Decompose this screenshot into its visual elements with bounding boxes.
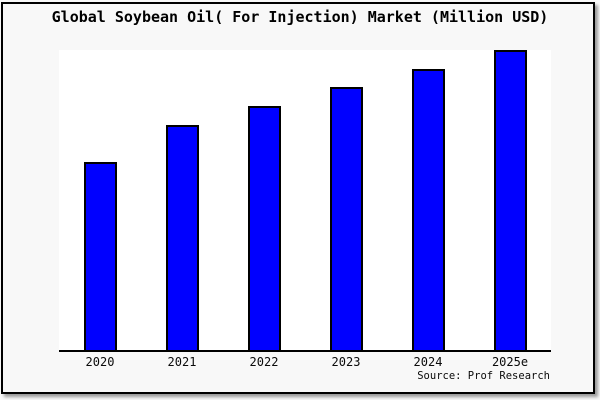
bar-2020 [83, 162, 117, 350]
bar-2023 [329, 87, 363, 350]
x-tick-label-2025e: 2025e [491, 355, 529, 369]
bar-slot-2023 [305, 50, 387, 350]
x-tick-label-2021: 2021 [167, 355, 197, 369]
bar-2022 [247, 106, 281, 350]
bar-2025e [493, 50, 527, 350]
x-tick-label-2020: 2020 [85, 355, 115, 369]
bar-slot-2025e [469, 50, 551, 350]
plot-area [59, 50, 551, 352]
bar-2021 [165, 125, 199, 350]
x-tick-label-2024: 2024 [413, 355, 443, 369]
x-tick-label-2022: 2022 [249, 355, 279, 369]
x-tick-label-2023: 2023 [331, 355, 361, 369]
source-caption: Source: Prof Research [417, 370, 550, 382]
bar-slot-2024 [387, 50, 469, 350]
bar-slot-2021 [141, 50, 223, 350]
x-axis-labels: 2020 2021 2022 2023 2024 2025e [59, 355, 551, 369]
bar-slot-2022 [223, 50, 305, 350]
chart-title: Global Soybean Oil( For Injection) Marke… [51, 8, 549, 26]
bar-slot-2020 [59, 50, 141, 350]
bar-2024 [411, 69, 445, 350]
